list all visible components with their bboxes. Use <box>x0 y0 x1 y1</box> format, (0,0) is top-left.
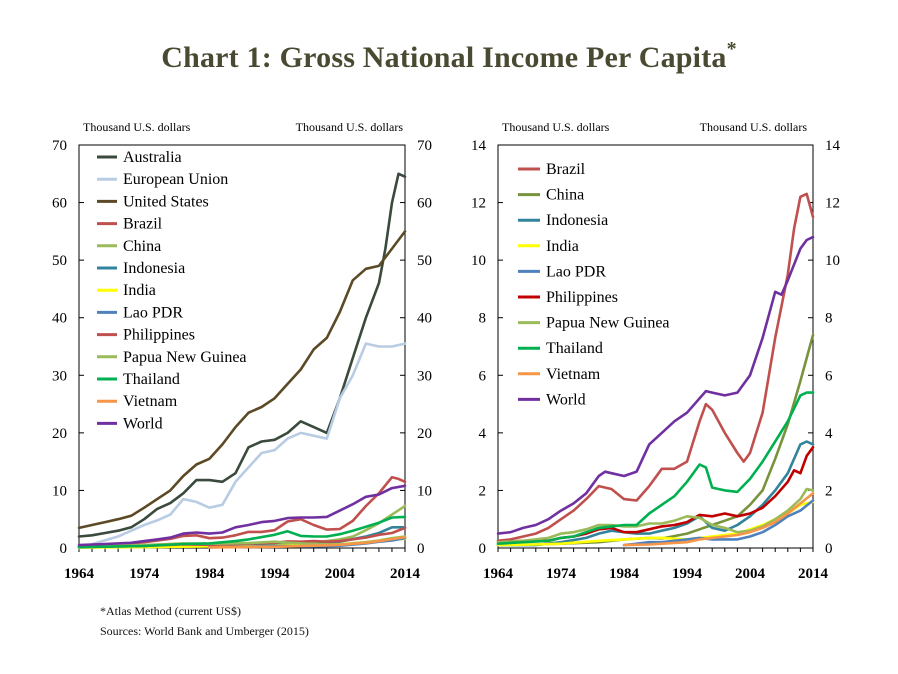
right-y-tick-label-right: 8 <box>825 311 833 327</box>
left-legend-label-lao-pdr: Lao PDR <box>123 304 183 321</box>
right-y-tick-label-left: 14 <box>471 138 487 154</box>
left-y-tick-label-right: 20 <box>417 426 432 442</box>
right-y-tick-label-left: 6 <box>479 368 487 384</box>
left-y-tick-label-right: 10 <box>417 483 432 499</box>
left-y-tick-label-left: 10 <box>52 483 67 499</box>
right-legend-label-vietnam: Vietnam <box>546 366 601 383</box>
right-y-tick-label-right: 10 <box>825 253 840 269</box>
right-legend-label-world: World <box>546 391 586 408</box>
left-x-tick-label: 1994 <box>260 566 291 582</box>
left-series-line-united-states <box>77 230 407 530</box>
left-y-tick-label-left: 60 <box>52 196 67 212</box>
right-legend-label-india: India <box>546 238 579 255</box>
right-y-tick-label-left: 8 <box>479 311 487 327</box>
left-y-unit-left: Thousand U.S. dollars <box>83 120 191 134</box>
left-series-line-brazil <box>77 475 407 548</box>
right-x-tick-label: 2014 <box>798 566 829 582</box>
left-legend-label-world: World <box>123 415 163 432</box>
right-plot-frame <box>497 144 814 549</box>
right-x-tick-label: 1974 <box>546 566 577 582</box>
right-y-tick-label-right: 4 <box>825 426 833 442</box>
right-chart-panel: Thousand U.S. dollars Thousand U.S. dolla… <box>471 120 841 582</box>
right-series-line-vietnam <box>622 491 815 547</box>
right-y-tick-label-right: 2 <box>825 483 833 499</box>
left-y-tick-label-left: 30 <box>52 368 67 384</box>
left-y-tick-label-left: 50 <box>52 253 67 269</box>
right-y-unit-right: Thousand U.S. dollars <box>700 120 808 134</box>
left-series-line-world <box>77 484 407 547</box>
right-series-line-brazil <box>496 192 815 543</box>
left-y-tick-label-left: 20 <box>52 426 67 442</box>
left-legend-label-brazil: Brazil <box>123 216 163 233</box>
right-series-line-thailand <box>496 391 815 546</box>
right-y-unit-left: Thousand U.S. dollars <box>502 120 610 134</box>
right-series-line-lao-pdr <box>622 499 815 547</box>
chart-title-text: Chart 1: Gross National Income Per Capit… <box>161 41 727 74</box>
right-legend-label-indonesia: Indonesia <box>546 212 608 229</box>
left-legend-label-indonesia: Indonesia <box>123 260 185 277</box>
right-x-tick-label: 1984 <box>609 566 640 582</box>
left-legend-label-thailand: Thailand <box>123 371 180 388</box>
left-y-tick-label-right: 30 <box>417 368 432 384</box>
left-x-tick-label: 1964 <box>64 566 95 582</box>
right-y-tick-label-left: 10 <box>471 253 486 269</box>
left-y-tick-label-left: 40 <box>52 311 67 327</box>
footnote: *Atlas Method (current US$) <box>100 604 241 618</box>
right-y-tick-label-left: 2 <box>479 483 487 499</box>
left-y-tick-label-right: 40 <box>417 311 432 327</box>
right-y-tick-label-left: 0 <box>479 541 487 557</box>
left-series-line-thailand <box>77 515 407 549</box>
right-series-line-indonesia <box>496 440 815 547</box>
right-x-tick-label: 1994 <box>672 566 703 582</box>
right-y-tick-label-right: 14 <box>825 138 841 154</box>
left-y-unit-right: Thousand U.S. dollars <box>296 120 404 134</box>
right-y-tick-label-left: 4 <box>479 426 487 442</box>
right-y-tick-label-right: 12 <box>825 196 840 212</box>
right-y-tick-label-left: 12 <box>471 196 486 212</box>
left-legend-label-india: India <box>123 282 156 299</box>
left-y-tick-label-right: 0 <box>417 541 425 557</box>
right-legend-label-papua-new-guinea: Papua New Guinea <box>546 315 670 332</box>
left-legend-label-united-states: United States <box>123 193 209 210</box>
left-x-tick-label: 2014 <box>390 566 421 582</box>
left-y-tick-label-right: 60 <box>417 196 432 212</box>
left-x-tick-label: 2004 <box>325 566 356 582</box>
left-legend-label-philippines: Philippines <box>123 327 195 344</box>
left-y-tick-label-left: 70 <box>52 138 67 154</box>
chart-title: Chart 1: Gross National Income Per Capit… <box>0 38 898 75</box>
right-x-tick-label: 1964 <box>483 566 514 582</box>
right-series-line-papua-new-guinea <box>496 487 815 544</box>
right-legend-label-brazil: Brazil <box>546 161 586 178</box>
left-legend-label-australia: Australia <box>123 149 182 166</box>
title-footnote-mark: * <box>726 38 737 60</box>
left-legend-label-european-union: European Union <box>123 171 228 188</box>
right-y-tick-label-right: 6 <box>825 368 833 384</box>
left-series-line-european-union <box>77 342 407 550</box>
left-series-line-vietnam <box>208 535 407 549</box>
right-legend-label-lao-pdr: Lao PDR <box>546 263 606 280</box>
right-y-tick-label-right: 0 <box>825 541 833 557</box>
left-y-tick-label-right: 50 <box>417 253 432 269</box>
right-x-tick-label: 2004 <box>735 566 766 582</box>
right-series-line-world <box>496 235 815 535</box>
left-legend-label-china: China <box>123 238 161 255</box>
left-y-tick-label-left: 0 <box>60 541 68 557</box>
left-chart-panel: Thousand U.S. dollars Thousand U.S. dolla… <box>52 120 432 582</box>
left-y-tick-label-right: 70 <box>417 138 432 154</box>
right-legend-label-philippines: Philippines <box>546 289 618 306</box>
left-x-tick-label: 1984 <box>194 566 225 582</box>
right-legend-label-thailand: Thailand <box>546 340 603 357</box>
left-legend-label-vietnam: Vietnam <box>123 393 178 410</box>
sources-note: Sources: World Bank and Umberger (2015) <box>100 624 309 638</box>
left-series-line-australia <box>77 172 407 538</box>
left-legend-label-papua-new-guinea: Papua New Guinea <box>123 349 247 366</box>
left-x-tick-label: 1974 <box>129 566 160 582</box>
right-legend-label-china: China <box>546 187 584 204</box>
